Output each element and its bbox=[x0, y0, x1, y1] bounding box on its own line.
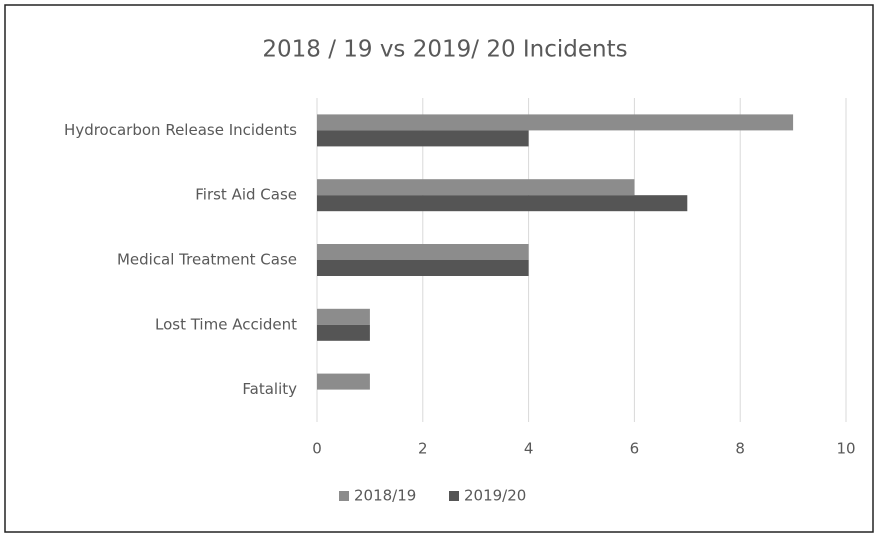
bar bbox=[317, 308, 370, 325]
x-tick-label: 2 bbox=[418, 440, 428, 458]
y-tick-label: Hydrocarbon Release Incidents bbox=[64, 121, 297, 139]
bar bbox=[317, 260, 529, 276]
bar bbox=[317, 324, 370, 341]
bar bbox=[317, 195, 688, 212]
x-tick-label: 0 bbox=[312, 440, 322, 458]
x-tick-label: 8 bbox=[735, 440, 745, 458]
y-tick-label: Medical Treatment Case bbox=[117, 251, 297, 269]
chart-title: 2018 / 19 vs 2019/ 20 Incidents bbox=[262, 37, 627, 63]
x-tick-label: 10 bbox=[836, 440, 855, 458]
y-tick-label: Lost Time Accident bbox=[155, 315, 297, 333]
legend-swatch bbox=[449, 491, 459, 501]
legend-swatch bbox=[339, 491, 349, 501]
legend-label: 2019/20 bbox=[464, 487, 526, 505]
bar bbox=[317, 244, 529, 260]
bar bbox=[317, 179, 635, 196]
x-tick-label: 6 bbox=[630, 440, 640, 458]
bar bbox=[317, 130, 529, 147]
x-tick-label: 4 bbox=[524, 440, 534, 458]
y-tick-label: Fatality bbox=[242, 380, 297, 398]
legend-label: 2018/19 bbox=[354, 487, 416, 505]
y-tick-label: First Aid Case bbox=[195, 186, 297, 204]
bar bbox=[317, 114, 794, 131]
bar bbox=[317, 373, 370, 390]
